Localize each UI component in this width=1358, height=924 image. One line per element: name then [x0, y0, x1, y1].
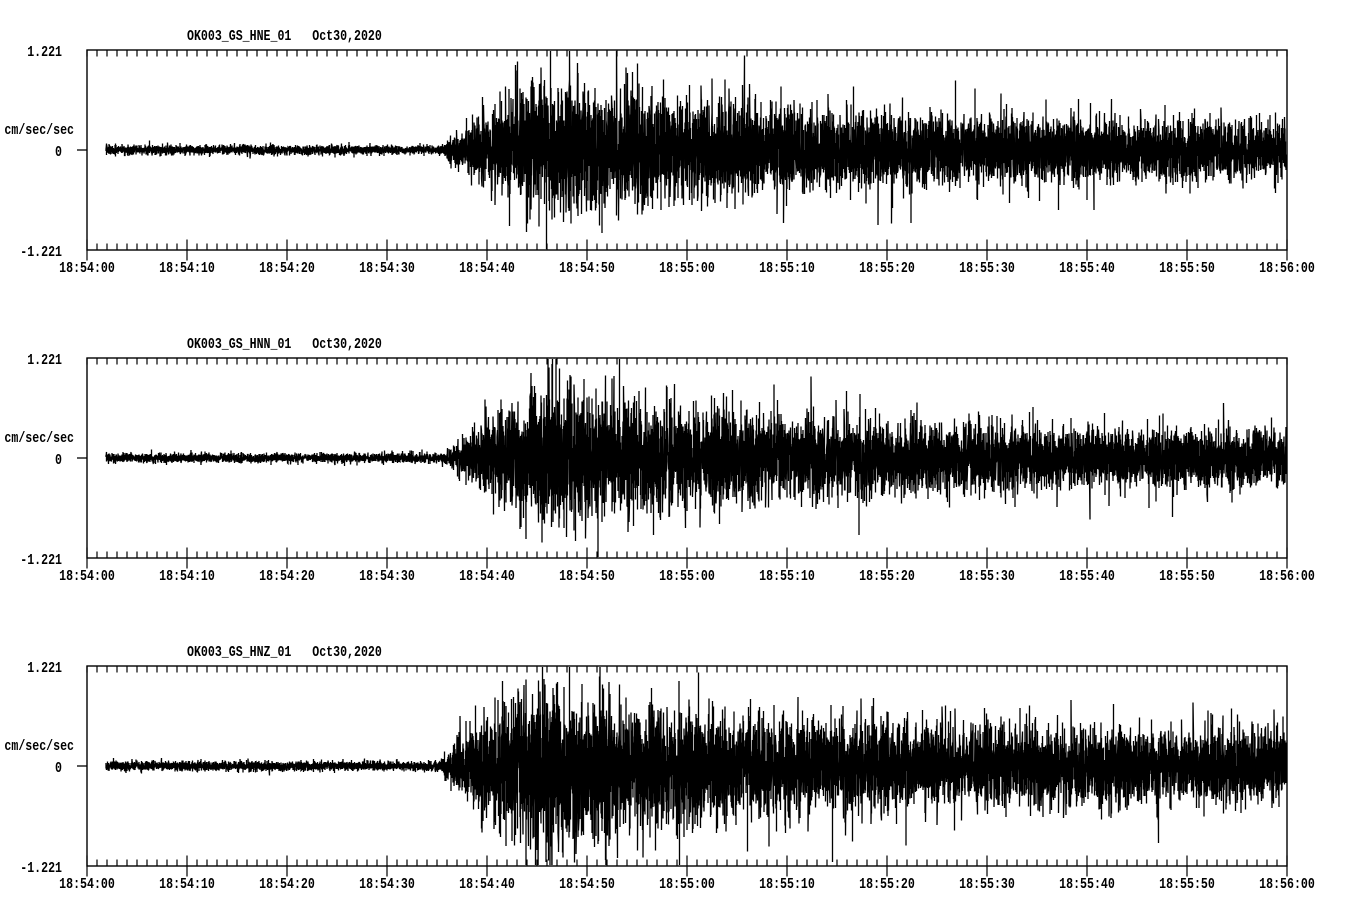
svg-text:0: 0 [55, 760, 62, 777]
svg-text:18:56:00: 18:56:00 [1259, 260, 1315, 277]
svg-text:18:54:00: 18:54:00 [59, 568, 115, 585]
svg-text:18:55:30: 18:55:30 [959, 260, 1015, 277]
svg-text:18:55:10: 18:55:10 [759, 568, 815, 585]
svg-text:18:54:50: 18:54:50 [559, 260, 615, 277]
svg-text:18:54:10: 18:54:10 [159, 876, 215, 893]
svg-text:18:54:30: 18:54:30 [359, 568, 415, 585]
svg-text:18:54:50: 18:54:50 [559, 568, 615, 585]
svg-text:18:55:50: 18:55:50 [1159, 260, 1215, 277]
svg-text:18:55:00: 18:55:00 [659, 260, 715, 277]
svg-text:18:56:00: 18:56:00 [1259, 876, 1315, 893]
svg-text:18:54:10: 18:54:10 [159, 568, 215, 585]
svg-text:18:54:40: 18:54:40 [459, 876, 515, 893]
svg-text:18:55:30: 18:55:30 [959, 876, 1015, 893]
svg-text:1.221: 1.221 [27, 44, 62, 61]
svg-text:18:55:20: 18:55:20 [859, 568, 915, 585]
svg-text:cm/sec/sec: cm/sec/sec [4, 430, 74, 447]
svg-text:18:55:00: 18:55:00 [659, 876, 715, 893]
svg-text:1.221: 1.221 [27, 352, 62, 369]
svg-text:cm/sec/sec: cm/sec/sec [4, 738, 74, 755]
svg-text:cm/sec/sec: cm/sec/sec [4, 122, 74, 139]
svg-text:0: 0 [55, 144, 62, 161]
svg-text:-1.221: -1.221 [20, 860, 62, 877]
svg-text:18:55:40: 18:55:40 [1059, 260, 1115, 277]
svg-text:18:54:50: 18:54:50 [559, 876, 615, 893]
svg-text:18:55:20: 18:55:20 [859, 876, 915, 893]
svg-text:0: 0 [55, 452, 62, 469]
svg-text:18:54:10: 18:54:10 [159, 260, 215, 277]
svg-text:18:54:00: 18:54:00 [59, 876, 115, 893]
svg-text:18:54:20: 18:54:20 [259, 260, 315, 277]
svg-text:18:55:20: 18:55:20 [859, 260, 915, 277]
svg-text:18:54:20: 18:54:20 [259, 876, 315, 893]
svg-text:OK003_GS_HNZ_01 Oct30,2020: OK003_GS_HNZ_01 Oct30,2020 [187, 644, 382, 661]
svg-text:18:54:30: 18:54:30 [359, 876, 415, 893]
svg-text:18:55:50: 18:55:50 [1159, 568, 1215, 585]
svg-text:18:54:00: 18:54:00 [59, 260, 115, 277]
svg-text:18:55:40: 18:55:40 [1059, 876, 1115, 893]
svg-text:18:55:00: 18:55:00 [659, 568, 715, 585]
svg-text:-1.221: -1.221 [20, 552, 62, 569]
svg-text:OK003_GS_HNN_01 Oct30,2020: OK003_GS_HNN_01 Oct30,2020 [187, 336, 382, 353]
svg-text:18:54:30: 18:54:30 [359, 260, 415, 277]
svg-text:18:54:40: 18:54:40 [459, 260, 515, 277]
svg-text:-1.221: -1.221 [20, 244, 62, 261]
svg-text:18:54:20: 18:54:20 [259, 568, 315, 585]
svg-text:1.221: 1.221 [27, 660, 62, 677]
svg-text:18:56:00: 18:56:00 [1259, 568, 1315, 585]
svg-text:18:55:30: 18:55:30 [959, 568, 1015, 585]
svg-text:18:54:40: 18:54:40 [459, 568, 515, 585]
svg-text:18:55:40: 18:55:40 [1059, 568, 1115, 585]
svg-text:OK003_GS_HNE_01 Oct30,2020: OK003_GS_HNE_01 Oct30,2020 [187, 28, 382, 45]
svg-text:18:55:10: 18:55:10 [759, 876, 815, 893]
svg-text:18:55:50: 18:55:50 [1159, 876, 1215, 893]
svg-text:18:55:10: 18:55:10 [759, 260, 815, 277]
